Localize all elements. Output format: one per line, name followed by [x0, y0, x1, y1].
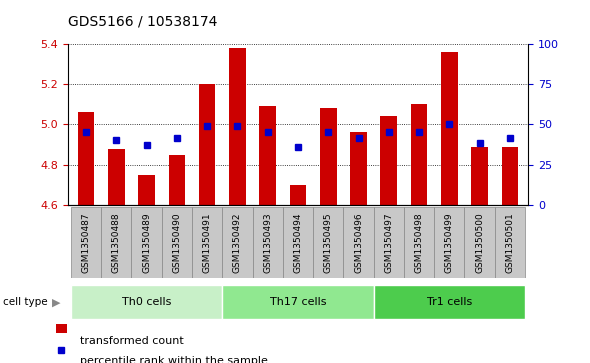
FancyBboxPatch shape	[373, 285, 525, 319]
Bar	[138, 175, 155, 205]
FancyBboxPatch shape	[404, 207, 434, 278]
FancyBboxPatch shape	[162, 207, 192, 278]
Bar	[199, 84, 215, 205]
FancyBboxPatch shape	[343, 207, 373, 278]
Text: Th17 cells: Th17 cells	[270, 297, 326, 307]
Text: GSM1350492: GSM1350492	[233, 212, 242, 273]
Text: GSM1350499: GSM1350499	[445, 212, 454, 273]
Bar	[471, 147, 488, 205]
Text: GSM1350500: GSM1350500	[475, 212, 484, 273]
Text: GSM1350493: GSM1350493	[263, 212, 272, 273]
Text: GSM1350497: GSM1350497	[384, 212, 394, 273]
FancyBboxPatch shape	[464, 207, 495, 278]
Bar	[350, 132, 367, 205]
FancyBboxPatch shape	[71, 285, 222, 319]
FancyBboxPatch shape	[495, 207, 525, 278]
Text: GSM1350489: GSM1350489	[142, 212, 151, 273]
Text: transformed count: transformed count	[80, 336, 183, 346]
Bar	[290, 185, 306, 205]
FancyBboxPatch shape	[192, 207, 222, 278]
Text: GDS5166 / 10538174: GDS5166 / 10538174	[68, 15, 217, 29]
Text: Th0 cells: Th0 cells	[122, 297, 171, 307]
FancyBboxPatch shape	[434, 207, 464, 278]
Bar	[320, 108, 336, 205]
FancyBboxPatch shape	[283, 207, 313, 278]
Bar	[381, 116, 397, 205]
Bar	[78, 112, 94, 205]
Bar	[169, 155, 185, 205]
Text: GSM1350498: GSM1350498	[415, 212, 424, 273]
Bar	[411, 104, 427, 205]
Text: percentile rank within the sample: percentile rank within the sample	[80, 356, 267, 363]
Text: GSM1350487: GSM1350487	[81, 212, 90, 273]
Text: GSM1350488: GSM1350488	[112, 212, 121, 273]
FancyBboxPatch shape	[71, 207, 101, 278]
Bar	[108, 148, 124, 205]
Text: GSM1350494: GSM1350494	[293, 212, 303, 273]
Text: GSM1350491: GSM1350491	[202, 212, 212, 273]
Text: ▶: ▶	[52, 297, 60, 307]
Bar	[229, 48, 245, 205]
FancyBboxPatch shape	[101, 207, 132, 278]
Bar	[441, 52, 458, 205]
FancyBboxPatch shape	[222, 207, 253, 278]
FancyBboxPatch shape	[373, 207, 404, 278]
Text: GSM1350496: GSM1350496	[354, 212, 363, 273]
Text: Tr1 cells: Tr1 cells	[427, 297, 472, 307]
FancyBboxPatch shape	[253, 207, 283, 278]
Text: GSM1350495: GSM1350495	[324, 212, 333, 273]
Bar	[502, 147, 518, 205]
Bar	[260, 106, 276, 205]
Text: GSM1350490: GSM1350490	[172, 212, 181, 273]
Text: cell type: cell type	[3, 297, 48, 307]
FancyBboxPatch shape	[222, 285, 373, 319]
FancyBboxPatch shape	[132, 207, 162, 278]
Text: GSM1350501: GSM1350501	[506, 212, 514, 273]
FancyBboxPatch shape	[313, 207, 343, 278]
